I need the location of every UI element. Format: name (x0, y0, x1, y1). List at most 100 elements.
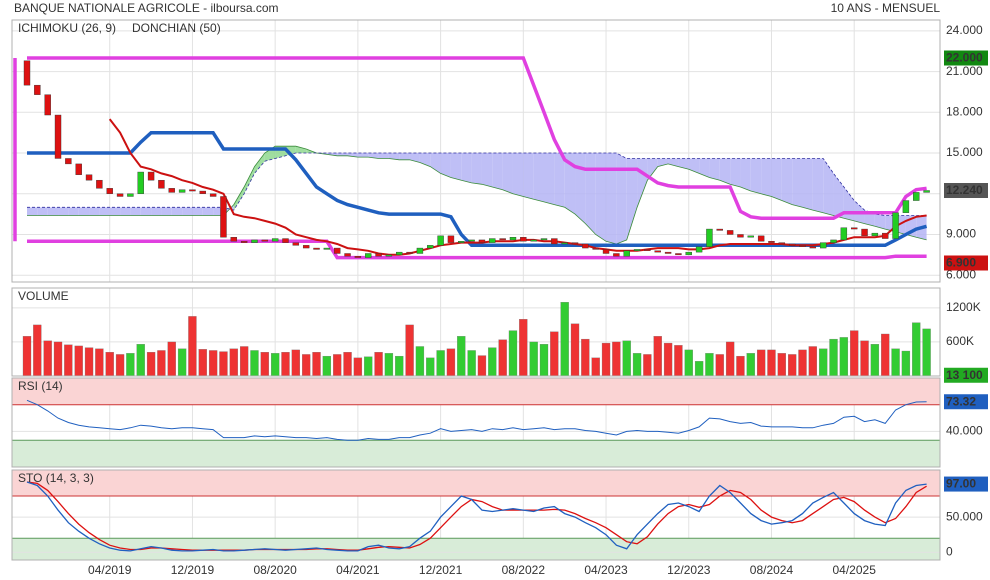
panel-title: VOLUME (18, 289, 69, 303)
candle (768, 241, 775, 243)
volume-bar (767, 349, 776, 377)
candle (230, 237, 238, 242)
volume-bar (343, 352, 352, 377)
candle (882, 232, 889, 239)
candle (302, 245, 310, 249)
candle (396, 251, 403, 256)
cloud (471, 153, 482, 185)
cloud (378, 153, 389, 159)
candle (571, 242, 579, 245)
candle (447, 235, 455, 243)
volume-bar (839, 337, 849, 377)
volume-bar (281, 352, 290, 377)
series-line (27, 239, 927, 260)
series-line (26, 481, 927, 551)
cloud (502, 153, 513, 194)
volume-bar (591, 357, 600, 377)
candle (530, 239, 537, 242)
volume-bar (912, 322, 921, 377)
candle (819, 242, 827, 249)
candle (23, 60, 31, 86)
candle (168, 188, 175, 193)
candle (416, 247, 424, 254)
cloud (533, 153, 544, 202)
candle (240, 241, 248, 243)
indicator-label: DONCHIAN (50) (132, 21, 221, 35)
value-marker (944, 476, 988, 492)
candle (923, 190, 930, 193)
y-tick-label: 24.000 (946, 23, 983, 37)
candle (365, 253, 372, 258)
candle (282, 238, 289, 243)
x-tick-label: 04/2021 (336, 563, 380, 577)
volume-bar (105, 352, 114, 377)
cloud (481, 153, 493, 187)
volume-bar (446, 348, 456, 377)
panel-frame (11, 469, 941, 561)
candle (788, 243, 796, 246)
y-tick-label: 18.000 (946, 104, 983, 118)
candle (220, 196, 227, 238)
candle (499, 238, 506, 241)
volume-bar (715, 354, 724, 377)
candle (654, 250, 661, 253)
candle (726, 230, 734, 235)
cloud (802, 158, 813, 211)
cloud (709, 158, 720, 181)
series-line (26, 399, 927, 441)
cloud (109, 207, 121, 216)
candle (313, 247, 320, 250)
candle (747, 235, 754, 238)
volume-bar (239, 346, 249, 377)
candle (116, 193, 124, 197)
cloud (130, 207, 141, 216)
cloud (595, 153, 607, 242)
volume-bar (922, 328, 931, 377)
cloud (606, 153, 617, 244)
candle (85, 174, 93, 181)
volume-bar (198, 349, 207, 377)
volume-bar (115, 354, 125, 377)
volume-bar (22, 336, 32, 377)
cloud (544, 153, 555, 205)
candle (892, 212, 899, 239)
candle (644, 249, 651, 251)
volume-bar (467, 350, 476, 377)
candle (209, 193, 217, 197)
cloud (523, 153, 534, 200)
x-tick-label: 04/2023 (584, 563, 628, 577)
candle (458, 241, 465, 243)
candle (509, 237, 517, 241)
x-tick-label: 12/2021 (419, 563, 463, 577)
y-tick-label: 40.000 (946, 424, 983, 438)
volume-bar (177, 348, 187, 377)
candle (96, 179, 103, 189)
candle (437, 235, 444, 246)
volume-bar (353, 357, 363, 377)
cloud (812, 158, 824, 213)
volume-bar (570, 323, 580, 377)
candle (147, 171, 155, 181)
volume-bar (333, 354, 342, 377)
volume-bar (891, 348, 900, 377)
volume-bar (426, 357, 435, 377)
cloud (740, 158, 751, 192)
candle (354, 256, 362, 258)
volume-bar (777, 353, 786, 377)
cloud (575, 153, 586, 224)
value-marker (944, 394, 988, 410)
candle (75, 163, 82, 175)
volume-bar (643, 354, 652, 377)
volume-bar (250, 350, 259, 377)
cloud (647, 158, 658, 181)
y-tick-label: 21.000 (946, 64, 983, 78)
cloud (58, 207, 69, 216)
cloud (771, 158, 782, 201)
cloud (140, 207, 152, 216)
volume-bar (146, 352, 156, 377)
overbought-band (12, 378, 940, 405)
candle (851, 227, 858, 230)
candle (685, 251, 692, 256)
candle (251, 239, 258, 243)
cloud (430, 153, 441, 174)
